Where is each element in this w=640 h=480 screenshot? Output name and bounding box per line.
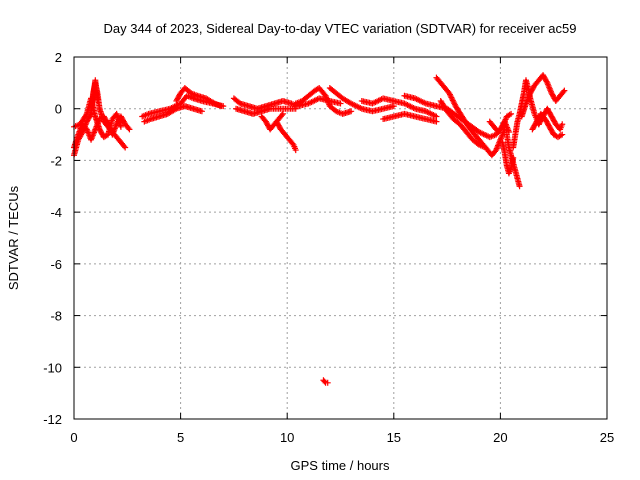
data-point (198, 108, 205, 115)
data-point (559, 121, 566, 128)
x-tick-label: 15 (387, 430, 401, 445)
data-point (543, 78, 550, 85)
x-tick-label: 5 (177, 430, 184, 445)
data-point (560, 88, 567, 95)
data-point (348, 108, 355, 115)
x-tick-label: 20 (493, 430, 507, 445)
chart-title: Day 344 of 2023, Sidereal Day-to-day VTE… (103, 21, 576, 36)
x-tick-label: 25 (600, 430, 614, 445)
y-tick-label: -2 (50, 153, 62, 168)
y-tick-label: -12 (43, 412, 62, 427)
data-point (390, 103, 397, 110)
axis-ticks: 0 5 10 15 20 25 -12 -10 -8 -6 -4 -2 0 2 (43, 50, 614, 445)
y-tick-label: 0 (55, 102, 62, 117)
y-tick-label: -6 (50, 257, 62, 272)
data-point (278, 112, 285, 119)
data-point (292, 105, 299, 112)
data-point (121, 143, 128, 150)
y-axis-label: SDTVAR / TECUs (6, 185, 21, 290)
data-point (122, 144, 129, 151)
data-point (433, 118, 440, 125)
y-tick-label: 2 (55, 50, 62, 65)
data-point (292, 147, 299, 154)
data-point (82, 112, 89, 119)
data-point (126, 126, 133, 133)
data-point (482, 144, 489, 151)
y-tick-label: -10 (43, 360, 62, 375)
data-point (279, 110, 286, 117)
data-point (559, 131, 566, 138)
data-point (104, 119, 111, 126)
plot-frame (73, 56, 608, 420)
data-point (510, 154, 517, 161)
data-point (433, 113, 440, 120)
data-point (324, 379, 331, 386)
x-tick-label: 10 (280, 430, 294, 445)
data-point (508, 110, 515, 117)
data-point (117, 123, 124, 130)
data-points (71, 72, 568, 386)
data-point (516, 183, 523, 190)
data-point (321, 378, 328, 385)
data-point (561, 87, 568, 94)
data-point (289, 140, 296, 147)
y-tick-label: -8 (50, 309, 62, 324)
x-tick-label: 0 (70, 430, 77, 445)
y-tick-label: -4 (50, 205, 62, 220)
data-point (337, 100, 344, 107)
data-point (94, 97, 101, 104)
data-point (125, 125, 132, 132)
x-axis-label: GPS time / hours (291, 458, 390, 473)
data-point (218, 103, 225, 110)
